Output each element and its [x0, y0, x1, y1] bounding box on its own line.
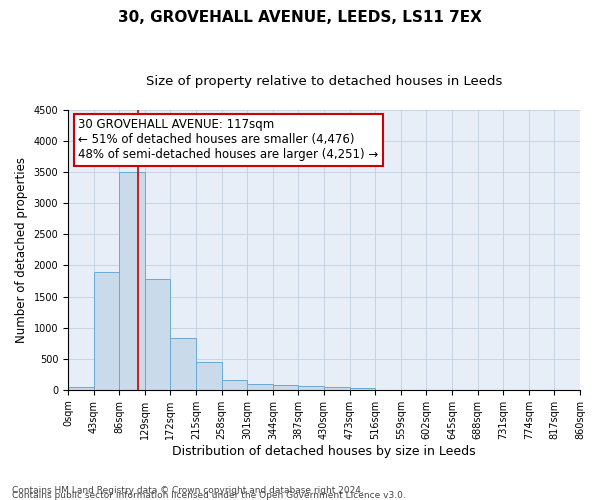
- Text: 30, GROVEHALL AVENUE, LEEDS, LS11 7EX: 30, GROVEHALL AVENUE, LEEDS, LS11 7EX: [118, 10, 482, 25]
- Bar: [94, 272, 119, 390]
- Bar: [145, 280, 170, 390]
- Bar: [350, 388, 375, 390]
- Bar: [298, 386, 324, 390]
- Title: Size of property relative to detached houses in Leeds: Size of property relative to detached ho…: [146, 75, 502, 88]
- Bar: [170, 338, 196, 390]
- Bar: [273, 386, 298, 390]
- Y-axis label: Number of detached properties: Number of detached properties: [15, 157, 28, 343]
- Bar: [119, 172, 145, 390]
- Text: Contains public sector information licensed under the Open Government Licence v3: Contains public sector information licen…: [12, 491, 406, 500]
- Bar: [221, 380, 247, 390]
- Bar: [196, 362, 221, 390]
- X-axis label: Distribution of detached houses by size in Leeds: Distribution of detached houses by size …: [172, 444, 476, 458]
- Bar: [324, 388, 350, 390]
- Text: Contains HM Land Registry data © Crown copyright and database right 2024.: Contains HM Land Registry data © Crown c…: [12, 486, 364, 495]
- Bar: [247, 384, 273, 390]
- Text: 30 GROVEHALL AVENUE: 117sqm
← 51% of detached houses are smaller (4,476)
48% of : 30 GROVEHALL AVENUE: 117sqm ← 51% of det…: [78, 118, 379, 162]
- Bar: [68, 386, 94, 390]
